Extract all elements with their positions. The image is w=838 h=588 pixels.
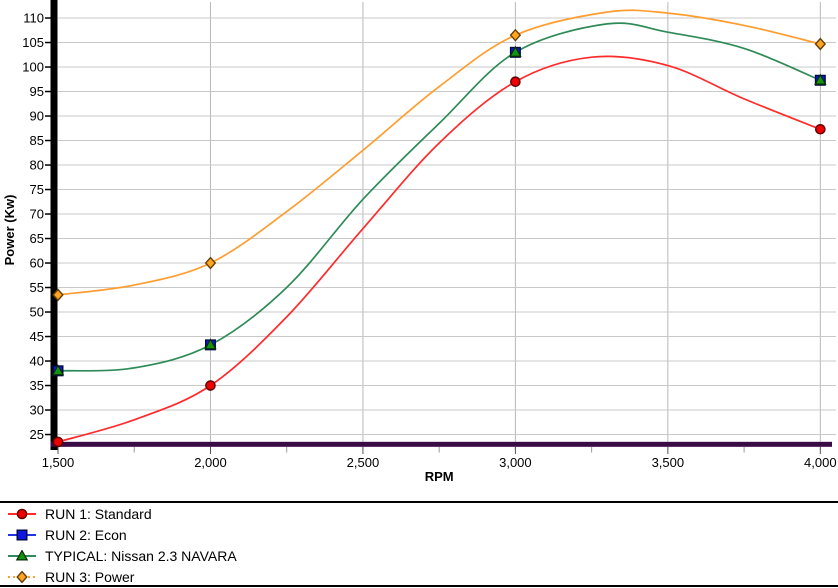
data-point-marker-circle	[205, 380, 216, 391]
y-tick-label: 55	[30, 280, 44, 295]
x-axis-title: RPM	[425, 469, 454, 484]
legend-item-run3: RUN 3: Power	[0, 566, 838, 587]
data-point-marker-circle	[16, 508, 28, 519]
bottom-border-line	[0, 585, 838, 587]
y-tick-label: 105	[22, 35, 44, 50]
y-tick-label: 85	[30, 133, 44, 148]
series-markers-run3	[52, 28, 827, 302]
y-tick-label: 45	[30, 329, 44, 344]
y-tick-label: 50	[30, 305, 44, 320]
legend-label-run1: RUN 1: Standard	[45, 505, 152, 522]
x-tick-label: 2,500	[347, 455, 380, 470]
data-point-marker-triangle	[509, 45, 522, 57]
legend-label-run3: RUN 3: Power	[45, 568, 135, 585]
series-line-run3	[57, 9, 821, 296]
x-tick-label: 4,000	[804, 455, 837, 470]
data-point-marker-diamond	[509, 28, 522, 42]
power-curve-chart: 25 30 35 40 45 50 55 60 65 70 75 80 85 90 95 100 105 110 1…	[2, 0, 837, 484]
data-point-marker-square	[16, 529, 28, 541]
series-markers-typical	[51, 45, 827, 376]
x-axis-baseline	[50, 441, 832, 447]
y-tick-label: 80	[30, 158, 44, 173]
data-point-marker-triangle	[814, 73, 827, 85]
series-line-run1	[57, 55, 821, 443]
x-tick-label: 2,000	[194, 455, 227, 470]
y-tick-label: 25	[30, 427, 44, 442]
x-tick-label: 1,500	[42, 455, 75, 470]
data-point-marker-circle	[815, 123, 826, 135]
legend-item-run1: RUN 1: Standard	[0, 503, 838, 524]
legend-label-run2: RUN 2: Econ	[45, 526, 127, 543]
data-point-marker-diamond	[204, 256, 217, 270]
y-tick-label: 110	[23, 11, 44, 26]
data-point-marker-circle	[52, 436, 64, 448]
y-tick-label: 40	[30, 354, 44, 369]
y-tick-label: 30	[30, 403, 44, 418]
data-point-marker-triangle	[51, 364, 65, 376]
legend-marker-square-icon	[8, 529, 36, 541]
legend-marker-triangle-icon	[8, 549, 36, 560]
series-markers-run2	[52, 46, 826, 377]
y-tick-label: 60	[30, 256, 44, 271]
x-axis: 1,500 2,000 2,500 3,000 3,500 4,000	[42, 447, 837, 470]
series-markers-run1	[52, 76, 826, 448]
y-axis-title: Power (Kw)	[2, 195, 17, 266]
legend-item-run2: RUN 2: Econ	[0, 524, 838, 545]
y-tick-label: 75	[30, 182, 44, 197]
data-point-marker-triangle	[15, 549, 29, 560]
legend-label-typical: TYPICAL: Nissan 2.3 NAVARA	[45, 547, 237, 564]
vertical-gridlines	[209, 2, 821, 450]
legend-marker-diamond-icon	[8, 570, 36, 583]
chart-legend: RUN 1: Standard RUN 2: Econ TYPICAL: Nis…	[0, 503, 838, 587]
data-point-marker-diamond	[52, 288, 64, 302]
data-point-marker-triangle	[204, 338, 217, 350]
y-tick-label: 65	[30, 231, 44, 246]
y-tick-label: 100	[22, 60, 44, 75]
data-point-marker-diamond	[16, 570, 28, 583]
data-point-marker-diamond	[814, 37, 827, 51]
x-tick-label: 3,000	[499, 455, 532, 470]
y-tick-label: 95	[30, 84, 44, 99]
y-axis: 25 30 35 40 45 50 55 60 65 70 75 80 85 90 95 100 105 110	[22, 0, 58, 450]
y-tick-label: 35	[30, 378, 44, 393]
y-tick-label: 90	[30, 109, 44, 124]
y-axis-line	[50, 0, 58, 450]
legend-top-separator	[0, 501, 838, 503]
y-tick-label: 70	[30, 207, 44, 222]
legend-item-typical: TYPICAL: Nissan 2.3 NAVARA	[0, 545, 838, 566]
data-point-marker-circle	[510, 76, 521, 88]
legend-marker-circle-icon	[8, 508, 36, 519]
x-tick-label: 3,500	[652, 455, 685, 470]
series-line-typical	[57, 22, 821, 372]
